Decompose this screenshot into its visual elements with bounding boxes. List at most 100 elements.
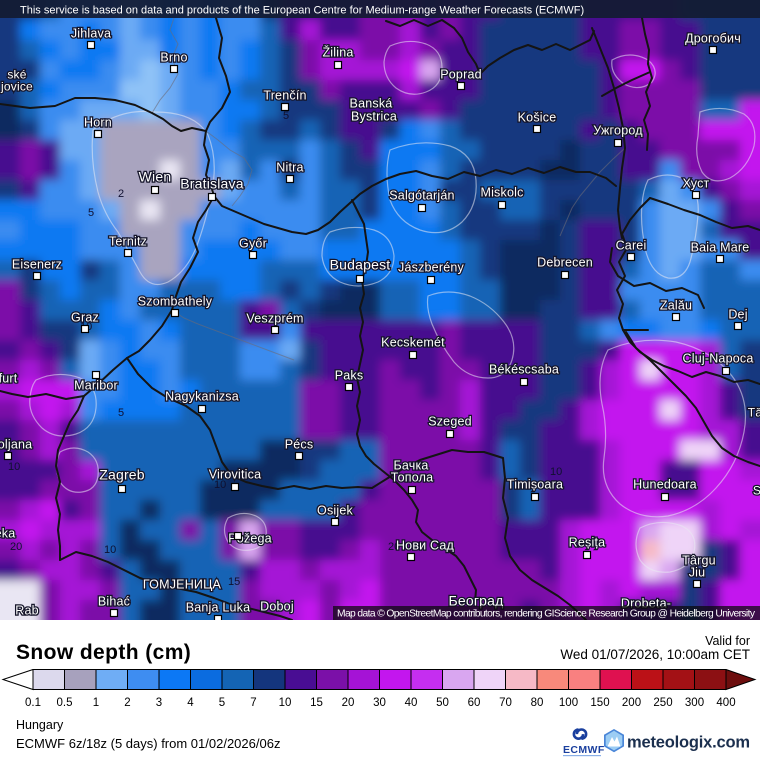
svg-text:Košice: Košice xyxy=(518,111,557,125)
svg-text:Maribor: Maribor xyxy=(74,379,118,393)
svg-text:5: 5 xyxy=(88,207,94,219)
svg-text:10: 10 xyxy=(214,479,226,491)
svg-text:Ужгород: Ужгород xyxy=(593,124,643,138)
svg-text:Zalău: Zalău xyxy=(660,299,692,313)
svg-text:15: 15 xyxy=(228,576,240,588)
svg-text:Horn: Horn xyxy=(84,116,112,130)
svg-text:Dej: Dej xyxy=(728,308,747,322)
svg-text:Zagreb: Zagreb xyxy=(99,467,145,483)
svg-text:Paks: Paks xyxy=(335,369,364,383)
svg-text:Szombathely: Szombathely xyxy=(138,295,213,309)
svg-text:Reșița: Reșița xyxy=(569,536,606,550)
svg-text:ské: ské xyxy=(7,68,26,82)
svg-text:10: 10 xyxy=(104,544,116,556)
svg-text:Београд: Београд xyxy=(448,593,503,609)
svg-text:60: 60 xyxy=(468,697,481,709)
svg-text:Osijek: Osijek xyxy=(317,504,353,518)
svg-text:Poprad: Poprad xyxy=(440,68,482,82)
svg-text:S: S xyxy=(753,484,760,498)
svg-text:100: 100 xyxy=(559,697,578,709)
svg-text:meteologix.com: meteologix.com xyxy=(627,734,750,752)
svg-text:10: 10 xyxy=(8,461,20,473)
svg-text:This service is based on data: This service is based on data and produc… xyxy=(20,5,584,17)
svg-text:2: 2 xyxy=(124,697,130,709)
svg-text:70: 70 xyxy=(499,697,512,709)
svg-text:10: 10 xyxy=(279,697,292,709)
svg-text:40: 40 xyxy=(405,697,418,709)
svg-text:20: 20 xyxy=(388,541,400,553)
svg-text:5: 5 xyxy=(118,407,124,419)
svg-text:Хуст: Хуст xyxy=(683,177,710,191)
svg-text:Győr: Győr xyxy=(239,237,267,251)
svg-text:15: 15 xyxy=(310,697,323,709)
svg-text:150: 150 xyxy=(590,697,609,709)
svg-text:Doboj: Doboj xyxy=(260,600,294,614)
svg-text:Budapest: Budapest xyxy=(330,257,391,273)
svg-text:Нови Сад: Нови Сад xyxy=(396,539,455,553)
svg-text:50: 50 xyxy=(436,697,449,709)
svg-text:Virovitica: Virovitica xyxy=(209,468,261,482)
svg-text:Nitra: Nitra xyxy=(276,161,303,175)
svg-text:Debrecen: Debrecen xyxy=(537,256,593,270)
svg-text:Бачка: Бачка xyxy=(393,459,428,473)
svg-text:Eisenerz: Eisenerz xyxy=(12,258,62,272)
svg-text:Békéscsaba: Békéscsaba xyxy=(489,363,559,377)
svg-text:oljana: oljana xyxy=(0,438,32,452)
svg-text:5: 5 xyxy=(283,110,289,122)
svg-text:Nagykanizsa: Nagykanizsa xyxy=(165,390,239,404)
svg-text:jovice: jovice xyxy=(0,80,33,94)
svg-text:2: 2 xyxy=(118,188,124,200)
svg-text:Bratislava: Bratislava xyxy=(180,176,243,192)
svg-text:250: 250 xyxy=(653,697,672,709)
svg-text:Ternitz: Ternitz xyxy=(109,235,147,249)
svg-text:5: 5 xyxy=(219,697,225,709)
svg-text:Map data © OpenStreetMap contr: Map data © OpenStreetMap contributors, r… xyxy=(337,609,756,620)
svg-text:20: 20 xyxy=(342,697,355,709)
svg-text:10: 10 xyxy=(550,466,562,478)
svg-text:Rab: Rab xyxy=(15,604,39,618)
svg-text:Szeged: Szeged xyxy=(428,415,472,429)
svg-text:Wien: Wien xyxy=(139,169,172,185)
svg-text:Târgu: Târgu xyxy=(682,554,716,568)
svg-text:Jászberény: Jászberény xyxy=(398,261,464,275)
svg-text:Jiu: Jiu xyxy=(689,566,706,580)
svg-text:20: 20 xyxy=(10,541,22,553)
svg-text:300: 300 xyxy=(685,697,704,709)
svg-text:furt: furt xyxy=(0,372,18,386)
svg-text:ГОМЈЕНИЦА: ГОМЈЕНИЦА xyxy=(143,578,222,592)
svg-text:ECMWF: ECMWF xyxy=(563,744,605,756)
svg-text:Baia Mare: Baia Mare xyxy=(691,241,750,255)
svg-text:3: 3 xyxy=(156,697,162,709)
svg-text:0.1: 0.1 xyxy=(25,697,41,709)
svg-text:80: 80 xyxy=(531,697,544,709)
svg-text:Pécs: Pécs xyxy=(285,438,314,452)
svg-text:Veszprém: Veszprém xyxy=(246,312,303,326)
svg-text:Cluj-Napoca: Cluj-Napoca xyxy=(683,352,754,366)
svg-text:Timișoara: Timișoara xyxy=(507,478,563,492)
svg-text:200: 200 xyxy=(622,697,641,709)
svg-text:Žilina: Žilina xyxy=(322,45,353,60)
svg-text:Bystrica: Bystrica xyxy=(351,110,397,124)
svg-text:Hunedoara: Hunedoara xyxy=(633,478,697,492)
svg-text:1: 1 xyxy=(93,697,99,709)
svg-text:7: 7 xyxy=(250,697,256,709)
svg-text:Bihać: Bihać xyxy=(98,595,130,609)
svg-text:Tă: Tă xyxy=(748,406,760,420)
svg-text:Banská: Banská xyxy=(350,97,393,111)
svg-text:400: 400 xyxy=(716,697,735,709)
svg-text:Miskolc: Miskolc xyxy=(480,186,523,200)
svg-text:0.5: 0.5 xyxy=(57,697,73,709)
svg-text:Trenčín: Trenčín xyxy=(263,89,306,103)
svg-text:4: 4 xyxy=(187,697,194,709)
svg-text:30: 30 xyxy=(373,697,386,709)
svg-text:Kecskemét: Kecskemét xyxy=(381,336,445,350)
svg-text:Топола: Топола xyxy=(391,471,434,485)
svg-text:Graz: Graz xyxy=(71,311,99,325)
svg-text:Brno: Brno xyxy=(160,51,187,65)
svg-text:Salgótarján: Salgótarján xyxy=(389,189,454,203)
svg-text:Дрогобич: Дрогобич xyxy=(685,32,741,46)
svg-text:Carei: Carei xyxy=(616,239,647,253)
svg-text:Banja Luka: Banja Luka xyxy=(186,601,251,615)
svg-text:eka: eka xyxy=(0,527,15,541)
svg-text:Jihlava: Jihlava xyxy=(71,27,111,41)
